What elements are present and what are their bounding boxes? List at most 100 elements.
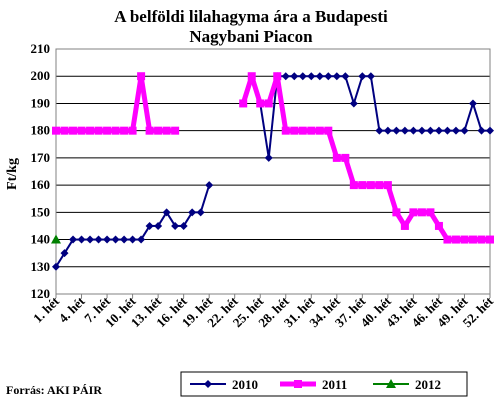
y-tick-label: 180 xyxy=(31,123,51,138)
data-point xyxy=(111,126,120,135)
data-point xyxy=(400,126,409,135)
data-point xyxy=(205,181,214,190)
data-point xyxy=(239,99,248,108)
series-line-segment xyxy=(344,75,355,104)
data-point xyxy=(120,235,129,244)
data-point xyxy=(247,72,256,81)
data-point xyxy=(341,72,350,81)
data-point xyxy=(162,208,171,217)
series-line-segment xyxy=(463,103,474,131)
series-2012 xyxy=(51,234,61,244)
y-tick-label: 140 xyxy=(31,232,51,247)
legend-label: 2012 xyxy=(415,377,441,392)
data-point xyxy=(358,72,367,81)
data-point xyxy=(145,221,154,230)
data-point xyxy=(256,99,265,108)
data-point xyxy=(315,126,324,135)
series-line-segment xyxy=(130,75,144,132)
data-point xyxy=(443,235,452,244)
data-point xyxy=(417,126,426,135)
series-2011 xyxy=(52,72,494,244)
data-point xyxy=(298,72,307,81)
source-note: Forrás: AKI PÁIR xyxy=(6,383,102,397)
data-point xyxy=(290,126,299,135)
data-point xyxy=(162,126,171,135)
data-point xyxy=(188,208,197,217)
y-tick-label: 190 xyxy=(31,95,51,110)
data-point xyxy=(77,235,86,244)
data-point xyxy=(349,99,358,108)
data-point xyxy=(468,235,477,244)
data-point xyxy=(94,235,103,244)
y-tick-label: 160 xyxy=(31,177,51,192)
data-point xyxy=(366,181,375,190)
data-point xyxy=(128,126,137,135)
legend-marker xyxy=(204,380,212,388)
data-point xyxy=(111,235,120,244)
data-point xyxy=(468,99,477,108)
data-point xyxy=(383,181,392,190)
y-tick-label: 170 xyxy=(31,150,51,165)
series-group xyxy=(51,72,494,271)
legend-box xyxy=(180,371,468,397)
data-point xyxy=(383,126,392,135)
data-point xyxy=(477,126,486,135)
data-point xyxy=(426,126,435,135)
data-point xyxy=(137,235,146,244)
data-point xyxy=(375,126,384,135)
y-tick-label: 210 xyxy=(31,41,51,56)
data-point xyxy=(409,208,418,217)
legend-label: 2011 xyxy=(322,377,347,392)
data-point xyxy=(324,72,333,81)
series-line-segment xyxy=(342,157,357,186)
series-line-segment xyxy=(472,103,483,131)
data-point xyxy=(264,99,273,108)
data-point xyxy=(392,208,401,217)
series-line-segment xyxy=(352,75,364,104)
data-point xyxy=(120,126,129,135)
data-point xyxy=(60,126,69,135)
data-point xyxy=(52,262,60,271)
data-point xyxy=(358,181,367,190)
chart-title-line-1: A belföldi lilahagyma ára a Budapesti xyxy=(114,7,388,26)
data-point xyxy=(86,126,95,135)
data-point xyxy=(417,208,426,217)
data-point xyxy=(460,126,469,135)
y-axis-label: Ft/kg xyxy=(5,158,20,190)
data-point xyxy=(486,235,494,244)
data-point xyxy=(69,126,78,135)
data-point xyxy=(86,235,95,244)
legend-marker xyxy=(294,380,302,388)
data-point xyxy=(366,72,375,81)
series-line-segment xyxy=(199,184,211,213)
data-point xyxy=(171,221,180,230)
legend-marker xyxy=(386,379,396,388)
y-tick-label: 150 xyxy=(31,204,51,219)
data-point xyxy=(94,126,103,135)
data-point xyxy=(264,153,273,162)
series-line-segment xyxy=(267,76,279,158)
data-point xyxy=(77,126,86,135)
data-point xyxy=(341,153,350,162)
data-point xyxy=(307,126,316,135)
data-point xyxy=(443,126,452,135)
y-tick-label: 200 xyxy=(31,68,51,83)
data-point xyxy=(281,72,290,81)
data-point xyxy=(477,235,486,244)
series-line-segment xyxy=(138,75,153,132)
data-point xyxy=(103,235,112,244)
chart-title-line-2: Nagybani Piacon xyxy=(189,27,313,46)
data-point xyxy=(307,72,316,81)
data-point xyxy=(349,181,358,190)
y-tick-label: 120 xyxy=(31,286,51,301)
data-point xyxy=(298,126,307,135)
data-point xyxy=(154,126,163,135)
data-point xyxy=(486,126,494,135)
data-point xyxy=(273,72,282,81)
data-point xyxy=(426,208,435,217)
data-point xyxy=(451,126,460,135)
data-point xyxy=(52,126,60,135)
legend-label: 2010 xyxy=(232,377,258,392)
